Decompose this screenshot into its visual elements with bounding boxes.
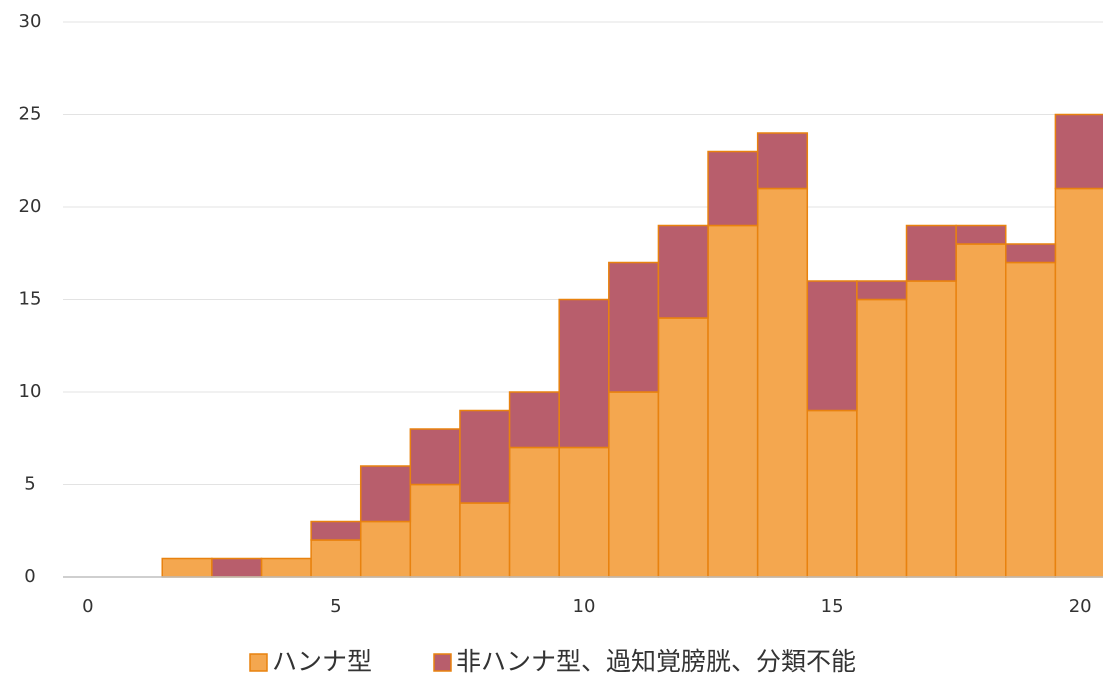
y-tick-label: 10: [19, 381, 42, 402]
bar-segment: [806, 409, 858, 578]
y-tick-label: 25: [19, 104, 42, 125]
bar-segment: [806, 280, 858, 412]
bar-segment: [508, 446, 560, 578]
y-tick-label: 5: [24, 474, 35, 495]
y-tick-label: 30: [19, 11, 42, 32]
bar-segment: [905, 280, 957, 578]
bar-segment: [905, 224, 957, 282]
y-tick-label: 15: [19, 289, 42, 310]
x-tick-label: 5: [330, 596, 341, 617]
y-tick-label: 20: [19, 196, 42, 217]
x-tick-label: 10: [573, 596, 596, 617]
x-tick-label: 20: [1069, 596, 1092, 617]
bar-segment: [657, 317, 709, 578]
bar-segment: [1054, 113, 1103, 190]
bar-segment: [459, 409, 511, 504]
bar-segment: [955, 243, 1007, 578]
bar-segment: [359, 520, 412, 578]
bar-segment: [558, 298, 610, 449]
bar-segment: [955, 224, 1007, 245]
bar-segment: [211, 557, 263, 578]
bar-segment: [260, 557, 312, 578]
bar-segment: [409, 483, 461, 578]
bar-segment: [359, 465, 412, 523]
bar-segment: [310, 520, 362, 541]
bar-segment: [508, 391, 560, 449]
bar-segment: [161, 557, 213, 578]
bar-segment: [707, 224, 759, 578]
bar-segment: [1005, 261, 1057, 578]
bar-segment: [756, 132, 809, 190]
bar-segment: [707, 150, 759, 227]
bar-segment: [608, 261, 660, 393]
bar-segment: [608, 391, 660, 578]
bar-segment: [1005, 243, 1057, 264]
legend-swatch: [433, 653, 452, 672]
y-tick-label: 0: [24, 566, 35, 587]
x-tick-label: 15: [821, 596, 844, 617]
bar-segment: [558, 446, 610, 578]
legend-label: 非ハンナ型、過知覚膀胱、分類不能: [456, 647, 856, 675]
bar-segment: [310, 539, 362, 578]
bar-segment: [1054, 187, 1103, 578]
x-tick-label: 0: [82, 596, 93, 617]
bar-segment: [459, 502, 511, 578]
bar-segment: [756, 187, 809, 578]
bar-segment: [657, 224, 709, 319]
bar-segment: [856, 298, 908, 578]
bar-segment: [409, 428, 461, 486]
bar-segment: [856, 280, 908, 301]
legend-swatch: [249, 653, 268, 672]
legend-label: ハンナ型: [272, 647, 372, 675]
